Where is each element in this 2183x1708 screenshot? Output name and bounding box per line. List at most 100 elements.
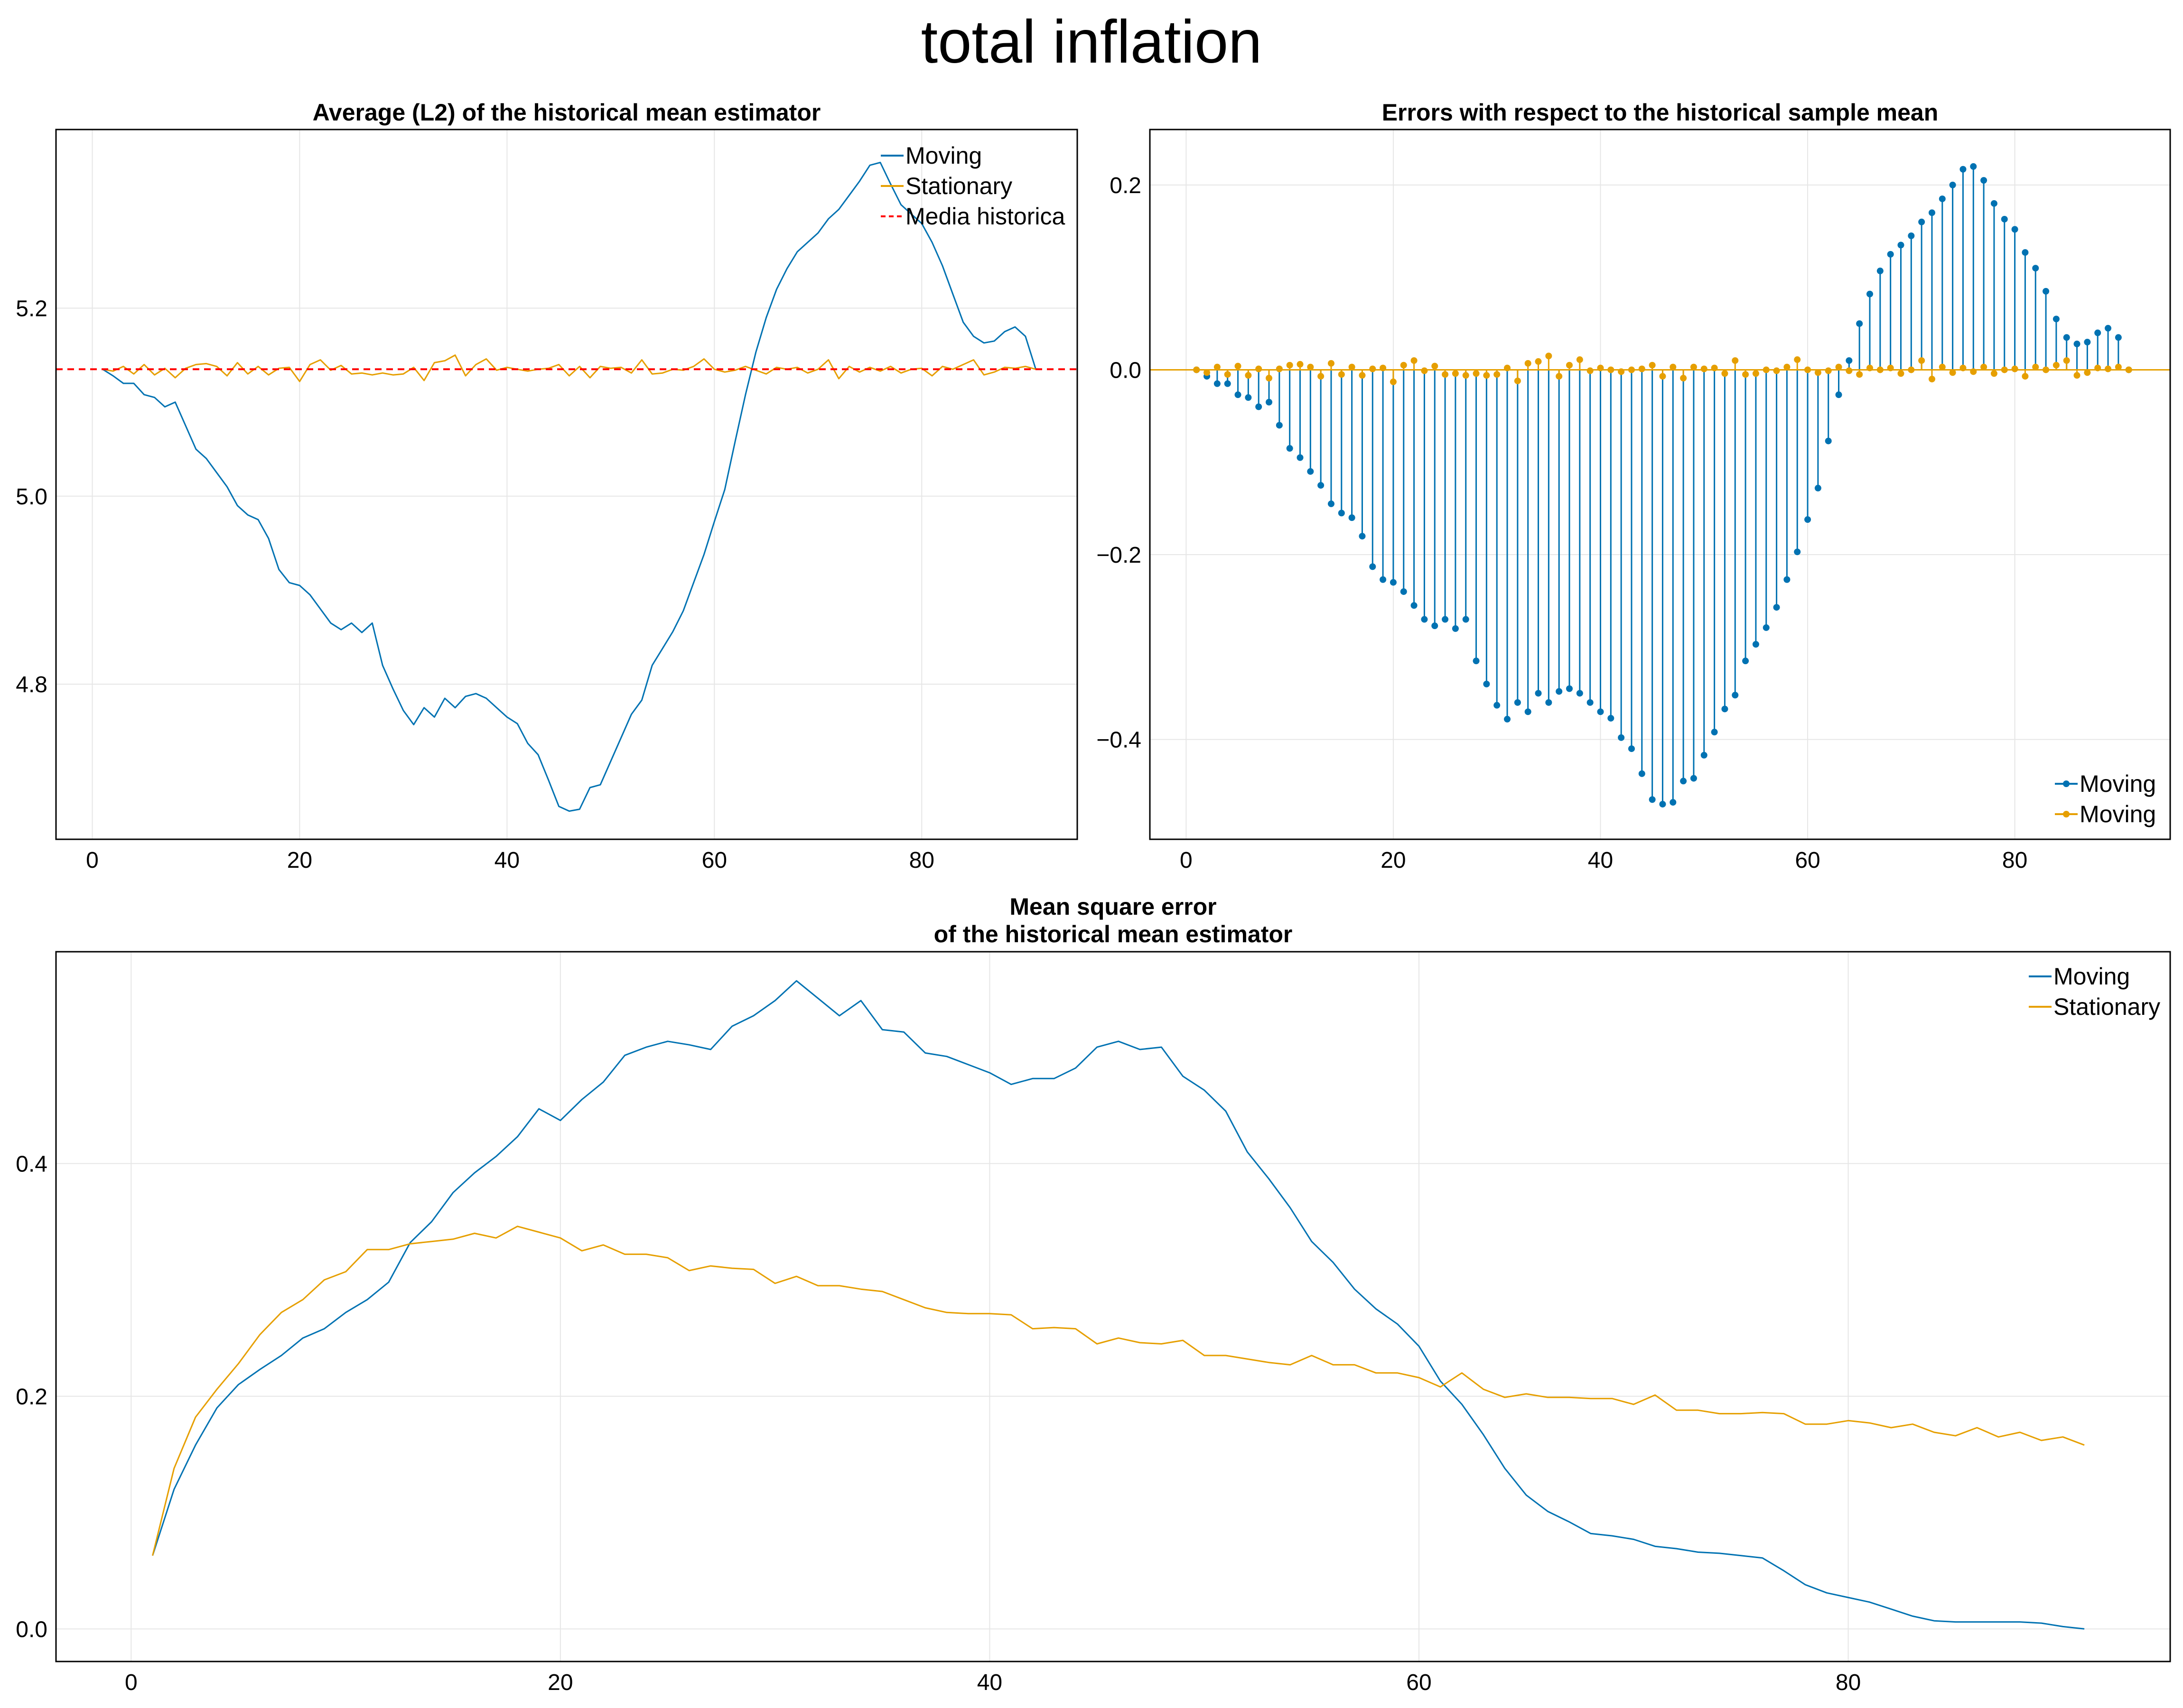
y-tick-label: 0.4: [16, 1151, 47, 1177]
stem-point: [1297, 454, 1304, 461]
stem-point: [1773, 604, 1780, 611]
stem-point: [1317, 373, 1325, 380]
stem-point: [1970, 163, 1977, 170]
x-tick-label: 80: [1836, 1670, 1861, 1695]
stem-point: [1990, 200, 1997, 207]
axes-frame: [55, 129, 1078, 840]
stem-point: [1266, 399, 1273, 406]
stem-point: [2084, 339, 2091, 346]
stem-point: [1213, 363, 1221, 371]
stem-point: [1410, 602, 1418, 609]
series-line-moving: [102, 161, 1037, 812]
stem-point: [1255, 403, 1262, 410]
stem-point: [1597, 364, 1604, 371]
stem-point: [1763, 366, 1770, 373]
stem-point: [1307, 468, 1314, 475]
stem-point: [1390, 579, 1397, 586]
stem-point: [1193, 366, 1200, 373]
stem-point: [1442, 616, 1449, 623]
stem-point: [1493, 371, 1501, 378]
stem-point: [1918, 357, 1925, 364]
stem-point: [1545, 699, 1552, 706]
stem-point: [1742, 371, 1749, 378]
stem-point: [2032, 265, 2039, 272]
stem-point: [1711, 364, 1718, 371]
stem-point: [2115, 334, 2122, 341]
stem-point: [1908, 366, 1915, 373]
stem-point: [2063, 357, 2070, 364]
stem-point: [1586, 367, 1594, 374]
stem-point: [1421, 616, 1428, 623]
panel-errors: Errors with respect to the historical sa…: [1096, 99, 2171, 873]
stem-point: [2084, 369, 2091, 376]
stem-point: [1690, 775, 1697, 782]
x-tick-label: 0: [125, 1670, 138, 1695]
stem-point: [1452, 370, 1459, 377]
y-tick-label: 4.8: [16, 672, 47, 697]
stem-point: [1213, 380, 1221, 387]
stem-point: [1369, 365, 1376, 372]
stem-point: [1327, 500, 1334, 507]
stem-point: [2063, 334, 2070, 341]
panel-title: Errors with respect to the historical sa…: [1382, 99, 1939, 126]
stem-point: [2052, 362, 2060, 369]
stem-point: [1897, 370, 1904, 377]
stem-point: [1752, 640, 1759, 648]
series-line-stationary: [152, 1225, 2085, 1556]
stem-point: [1856, 320, 1863, 327]
stem-point: [1959, 364, 1967, 371]
stem-point: [1556, 373, 1563, 380]
panel-title: Average (L2) of the historical mean esti…: [313, 99, 821, 126]
legend: Moving Moving: [2055, 770, 2156, 827]
legend-label: Moving: [2053, 963, 2130, 990]
stem-point: [1908, 232, 1915, 240]
stem-point: [1752, 370, 1759, 377]
stem-point: [1462, 372, 1469, 379]
stem-point: [1846, 367, 1853, 374]
x-tick-label: 40: [977, 1670, 1002, 1695]
stem-point: [1400, 588, 1407, 595]
stem-point: [1224, 380, 1231, 387]
plot-area: [1150, 163, 2170, 808]
stem-point: [2001, 215, 2008, 223]
x-tick-label: 60: [1795, 848, 1820, 873]
stem-point: [1266, 374, 1273, 381]
stem-point: [1442, 371, 1449, 378]
stem-point: [1359, 533, 1366, 540]
x-tick-label: 60: [1406, 1670, 1431, 1695]
stem-point: [1504, 364, 1511, 371]
stem-point: [2001, 366, 2008, 373]
panel-title: Mean square error: [1009, 893, 1216, 920]
stem-point: [1607, 715, 1614, 722]
stem-point: [1659, 800, 1666, 808]
stem-point: [2022, 249, 2029, 256]
stem-point: [1224, 371, 1231, 378]
legend-label: Media historica: [905, 203, 1065, 230]
stem-point: [1794, 356, 1801, 363]
stem-point: [1980, 363, 1987, 371]
stem-point: [1431, 362, 1438, 370]
stem-point: [1918, 218, 1925, 225]
legend: Moving Stationary Media historica: [881, 142, 1065, 230]
stem-point: [1680, 778, 1687, 785]
stem-point: [1483, 680, 1490, 687]
stem-point: [1327, 360, 1334, 367]
axes-frame: [1149, 129, 2171, 840]
stem-point: [1452, 625, 1459, 632]
x-tick-label: 0: [86, 848, 99, 873]
stem-point: [1980, 177, 1987, 184]
y-tick-label: 0.0: [16, 1617, 47, 1642]
stem-point: [1690, 363, 1697, 371]
stem-point: [1317, 482, 1325, 489]
x-tick-label: 40: [1588, 848, 1613, 873]
stem-point: [1804, 516, 1811, 523]
stem-point: [1400, 362, 1407, 369]
stem-point: [2073, 372, 2080, 379]
stem-point: [1369, 563, 1376, 570]
x-tick-label: 80: [909, 848, 934, 873]
stem-point: [2011, 226, 2018, 233]
stem-point: [1649, 362, 1656, 369]
stem-point: [1276, 422, 1283, 429]
stem-point: [1597, 708, 1604, 715]
legend-label: Stationary: [905, 173, 1012, 199]
